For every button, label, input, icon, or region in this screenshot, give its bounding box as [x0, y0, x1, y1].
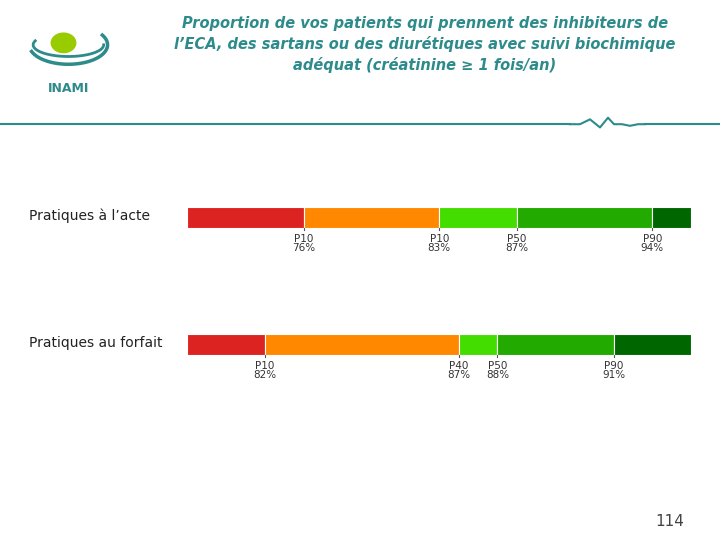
Text: 76%: 76% [292, 243, 315, 253]
Text: 114: 114 [655, 514, 684, 529]
Text: P50: P50 [487, 361, 507, 371]
Bar [517, 207, 652, 228]
Bar [652, 207, 691, 228]
Text: 87%: 87% [505, 243, 528, 253]
Text: Pratiques au forfait: Pratiques au forfait [29, 336, 162, 350]
Text: 87%: 87% [447, 370, 470, 380]
Text: 83%: 83% [428, 243, 451, 253]
Text: P90: P90 [604, 361, 624, 371]
Text: P90: P90 [643, 234, 662, 244]
Text: P40: P40 [449, 361, 468, 371]
Bar [265, 334, 459, 355]
Circle shape [51, 33, 76, 52]
Text: P50: P50 [507, 234, 526, 244]
Bar [613, 334, 691, 355]
Text: P10: P10 [255, 361, 274, 371]
Text: 88%: 88% [486, 370, 509, 380]
Text: P10: P10 [294, 234, 313, 244]
Bar [439, 207, 517, 228]
Text: 91%: 91% [602, 370, 625, 380]
Bar [459, 334, 498, 355]
Text: Proportion de vos patients qui prennent des inhibiteurs de
l’ECA, des sartans ou: Proportion de vos patients qui prennent … [174, 16, 675, 73]
Text: INAMI: INAMI [48, 82, 89, 95]
Bar [187, 334, 265, 355]
Text: Pratiques à l’acte: Pratiques à l’acte [29, 209, 150, 223]
Text: P10: P10 [430, 234, 449, 244]
Bar [304, 207, 439, 228]
Bar [187, 207, 304, 228]
Text: 82%: 82% [253, 370, 276, 380]
Bar [498, 334, 613, 355]
Text: 94%: 94% [641, 243, 664, 253]
